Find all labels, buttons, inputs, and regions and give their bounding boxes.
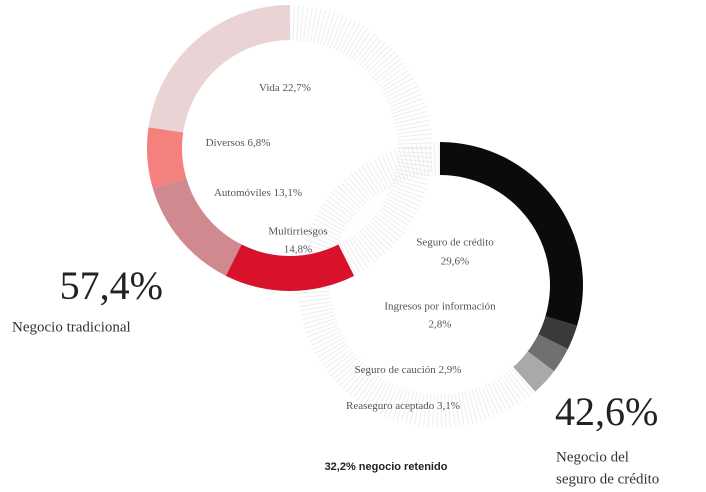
caption-right: seguro de crédito [556, 471, 659, 487]
total-right: 42,6% [555, 389, 658, 434]
segment-value: 14,8% [284, 244, 312, 256]
donut-segment [527, 334, 568, 372]
donut-segment [538, 316, 578, 350]
segment-value: 13,1% [274, 187, 302, 199]
segment-value: 29,6% [441, 256, 469, 268]
segment-label: Reaseguro aceptado 3,1% [346, 400, 460, 412]
segment-value: 2,8% [429, 319, 452, 331]
segment-name: Diversos [206, 137, 245, 149]
donut-segment [225, 244, 355, 291]
caption-left: Negocio tradicional [12, 319, 131, 335]
segment-name: Seguro de caución [355, 364, 437, 376]
segment-label: Automóviles 13,1% [214, 187, 302, 199]
segment-label: Vida 22,7% [259, 82, 311, 94]
segment-value: 2,9% [439, 364, 462, 376]
segment-name: Automóviles [214, 187, 271, 199]
donut-segment [513, 351, 555, 392]
segment-value: 3,1% [437, 400, 460, 412]
donut-segment [152, 178, 242, 276]
segment-label: Diversos 6,8% [206, 137, 271, 149]
note: 32,2% negocio retenido [325, 461, 448, 473]
donut-segment [148, 5, 290, 133]
segment-label: Ingresos por información [384, 301, 496, 313]
donut-segment [440, 142, 583, 326]
donut-segment [147, 127, 187, 188]
segment-label: Multirriesgos [268, 226, 327, 238]
segment-label: Seguro de crédito [416, 237, 494, 249]
segment-value: 6,8% [247, 137, 270, 149]
segment-name: Reaseguro aceptado [346, 400, 435, 412]
segment-name: Vida [259, 82, 280, 94]
caption-right: Negocio del [556, 449, 629, 465]
total-left: 57,4% [60, 263, 163, 308]
segment-label: Seguro de caución 2,9% [355, 364, 462, 376]
segment-value: 22,7% [283, 82, 311, 94]
